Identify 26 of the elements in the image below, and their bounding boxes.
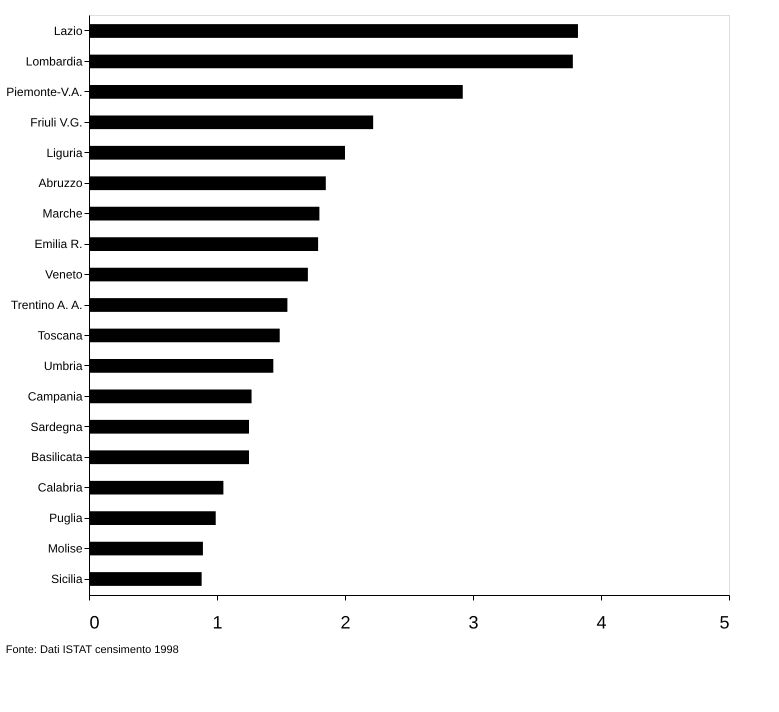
y-tick-label: Toscana: [38, 328, 83, 342]
y-tick-label: Sardegna: [30, 420, 83, 434]
y-tick-label: Campania: [28, 389, 83, 404]
y-tick-label: Friuli V.G.: [30, 115, 82, 130]
y-tick-label: Umbria: [44, 358, 83, 373]
y-tick-label: Trentino A. A.: [10, 298, 82, 312]
y-tick-label: Lombardia: [26, 54, 83, 68]
y-tick-label: Abruzzo: [38, 176, 83, 190]
y-tick-label: Puglia: [49, 511, 83, 526]
x-tick-label: 3: [468, 612, 479, 632]
source-note: Fonte: Dati ISTAT censimento 1998: [6, 644, 179, 656]
x-tick-label: 4: [596, 612, 607, 632]
y-tick-label: Sicilia: [51, 572, 83, 586]
y-tick-label: Molise: [48, 542, 83, 556]
y-tick-label: Veneto: [45, 268, 83, 282]
y-tick-label: Basilicata: [31, 450, 83, 464]
y-tick-label: Marche: [42, 206, 83, 221]
y-tick-label: Emilia R.: [34, 237, 82, 252]
x-tick-label: 1: [212, 612, 223, 632]
y-tick-label: Liguria: [46, 146, 83, 160]
x-tick-label: 0: [90, 612, 100, 632]
y-tick-label: Piemonte-V.A.: [6, 84, 82, 99]
x-tick-label: 5: [719, 612, 730, 632]
x-tick-label: 2: [340, 612, 351, 632]
y-tick-label: Calabria: [38, 480, 83, 495]
y-tick-label: Lazio: [54, 24, 83, 38]
